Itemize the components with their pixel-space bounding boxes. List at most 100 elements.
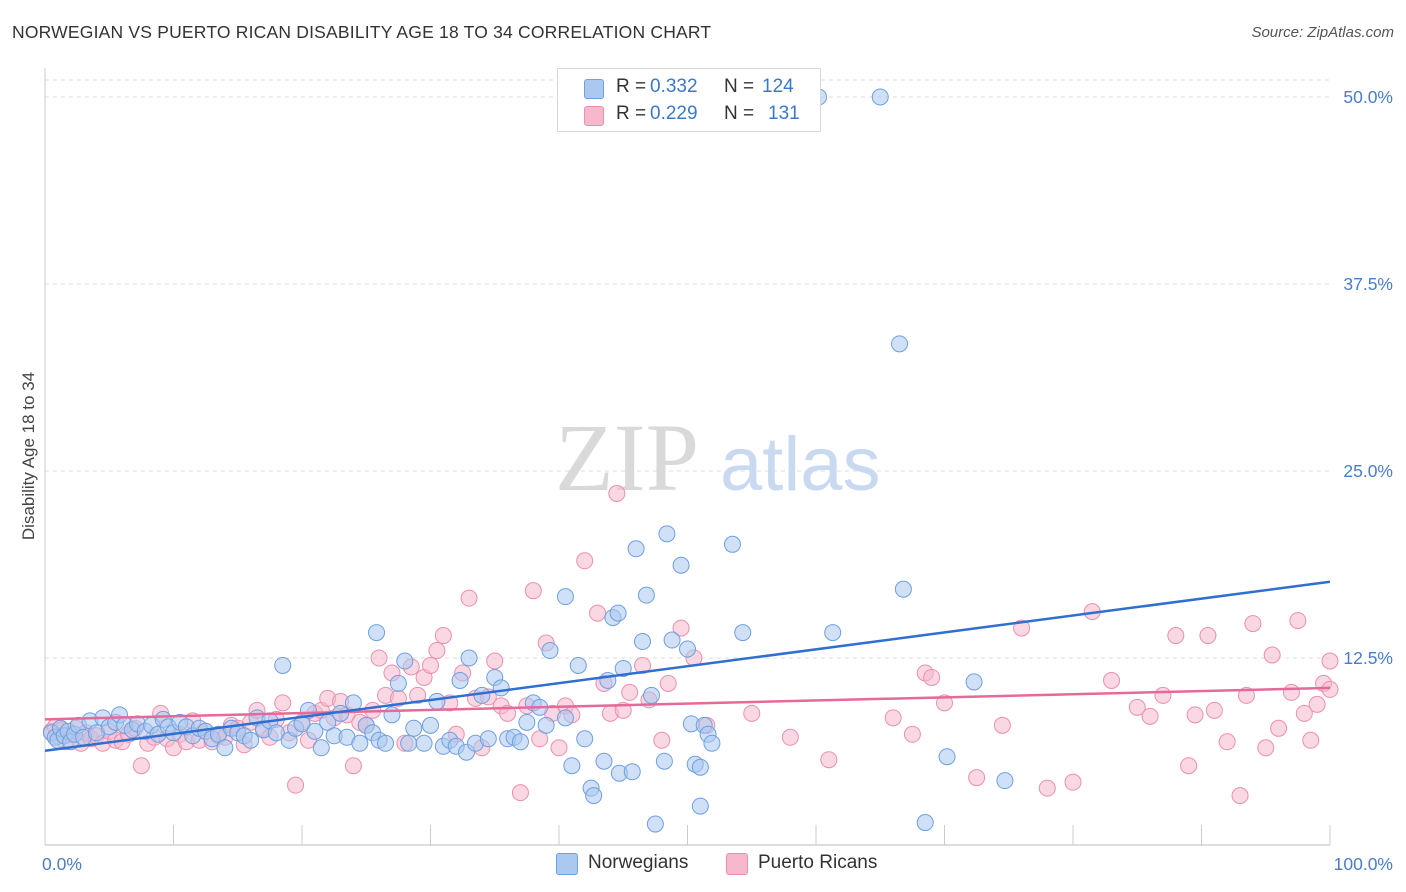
r-value: 0.332 [650,76,698,98]
data-point [692,798,708,814]
norwegians-swatch [556,853,578,875]
data-point [1303,732,1319,748]
data-point [704,735,720,751]
data-point [635,634,651,650]
data-point [596,753,612,769]
puerto-ricans-label: Puerto Ricans [758,852,877,874]
chart-title: NORWEGIAN VS PUERTO RICAN DISABILITY AGE… [12,22,711,43]
data-point [474,687,490,703]
data-point [1155,687,1171,703]
data-point [512,785,528,801]
data-point [885,710,901,726]
data-point [487,653,503,669]
data-point [397,653,413,669]
legend-row-puerto-ricans: R = 0.229 N = 131 [558,101,820,129]
data-point [1142,708,1158,724]
scatter-chart: ZIP atlas 12.5%25.0%37.5%50.0% 0.0% 100.0… [0,0,1406,892]
n-label: N = [724,76,754,98]
data-point [966,674,982,690]
data-point [557,589,573,605]
data-point [371,650,387,666]
data-point [1271,720,1287,736]
data-point [825,625,841,641]
data-point [1219,734,1235,750]
data-point [1206,702,1222,718]
data-point [782,729,798,745]
data-point [461,590,477,606]
data-point [429,693,445,709]
data-point [659,526,675,542]
x-tick-labels: 0.0% 100.0% [42,854,1393,874]
data-point [570,657,586,673]
data-point [429,643,445,659]
n-value: 131 [768,103,800,125]
data-point [1065,774,1081,790]
data-point [452,672,468,688]
norwegians-label: Norwegians [588,852,688,874]
data-point [423,717,439,733]
data-point [288,777,304,793]
r-value: 0.229 [650,103,698,125]
data-point [416,735,432,751]
data-point [133,758,149,774]
data-point [660,675,676,691]
data-point [1290,613,1306,629]
data-point [628,541,644,557]
data-point [656,753,672,769]
x-tick-label-min: 0.0% [42,854,82,874]
x-tick-label-max: 100.0% [1334,854,1393,874]
data-point [1200,628,1216,644]
data-point [401,735,417,751]
data-point [969,770,985,786]
data-point [525,583,541,599]
data-point [644,687,660,703]
watermark-zip: ZIP [555,404,699,511]
data-point [917,815,933,831]
data-point [610,605,626,621]
data-point [577,553,593,569]
y-tick-label: 37.5% [1343,274,1393,294]
data-point [735,625,751,641]
data-point [378,735,394,751]
data-point [744,705,760,721]
data-point [1322,681,1338,697]
data-point [275,695,291,711]
data-point [939,749,955,765]
watermark-atlas: atlas [720,422,881,507]
n-value: 124 [762,76,794,98]
data-point [1168,628,1184,644]
data-point [390,675,406,691]
data-point [551,740,567,756]
data-point [654,732,670,748]
data-point [638,587,654,603]
data-point [352,735,368,751]
data-point [345,758,361,774]
data-point [1264,647,1280,663]
data-point [519,714,535,730]
data-point [872,89,888,105]
data-point [369,625,385,641]
y-tick-label: 25.0% [1343,461,1393,481]
data-point [577,731,593,747]
data-point [924,669,940,685]
data-point [664,632,680,648]
data-point [1104,672,1120,688]
data-point [435,628,451,644]
data-point [512,734,528,750]
source-label: Source: ZipAtlas.com [1251,24,1394,41]
data-point [1232,788,1248,804]
data-point [480,731,496,747]
puerto-ricans-swatch [584,106,604,126]
y-tick-label: 50.0% [1343,87,1393,107]
data-point [821,752,837,768]
legend-row-norwegians: R = 0.332 N = 124 [558,74,820,102]
data-point [243,732,259,748]
data-point [1283,684,1299,700]
data-point [313,740,329,756]
data-point [538,717,554,733]
data-point [895,581,911,597]
data-point [461,650,477,666]
n-label: N = [724,103,754,125]
data-point [1187,707,1203,723]
data-point [609,485,625,501]
